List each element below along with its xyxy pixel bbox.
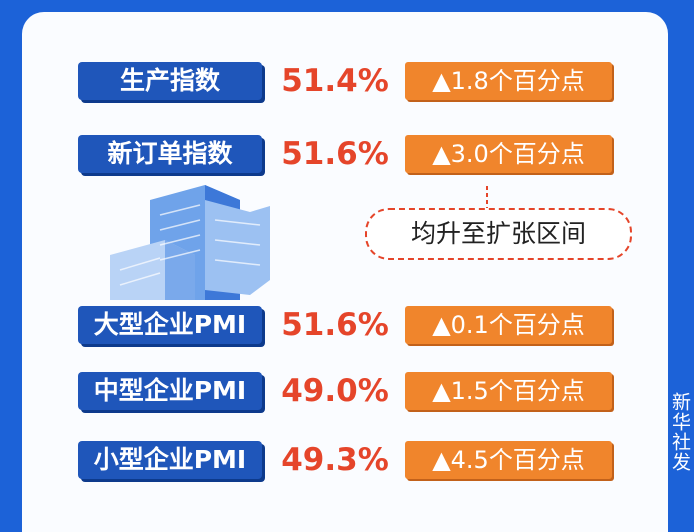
row-value: 49.0% [281,373,389,409]
row-label: 中型企业PMI [78,372,262,410]
row-label: 小型企业PMI [78,441,262,479]
row-change: ▲0.1个百分点 [405,306,612,344]
row-value: 51.6% [281,136,389,172]
row-change: ▲4.5个百分点 [405,441,612,479]
row-label: 新订单指数 [78,135,262,173]
note-bubble: 均升至扩张区间 [365,208,632,260]
page: 生产指数 51.4% ▲1.8个百分点新订单指数 51.6% ▲3.0个百分点大型企业P… [22,12,691,532]
row-label: 大型企业PMI [78,306,262,344]
row-change: ▲1.5个百分点 [405,372,612,410]
buildings [110,185,270,300]
row-change: ▲3.0个百分点 [405,135,612,173]
credit: 新华社发 [669,392,691,472]
row-value: 49.3% [281,442,389,478]
row-value: 51.6% [281,307,389,343]
row-label: 生产指数 [78,62,262,100]
row-change: ▲1.8个百分点 [405,62,612,100]
row-value: 51.4% [281,63,389,99]
illustration [110,185,488,300]
